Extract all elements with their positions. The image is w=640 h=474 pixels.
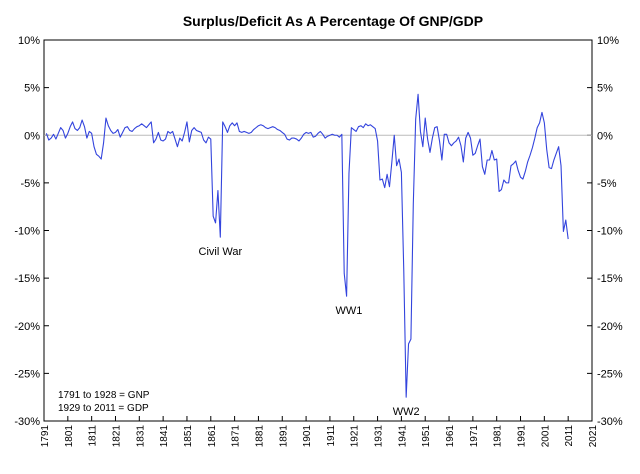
x-tick-label: 2011 [564, 425, 575, 447]
x-tick-label: 1911 [326, 425, 337, 447]
x-tick-label: 1981 [493, 425, 504, 448]
y-tick-label-right: -15% [597, 273, 623, 285]
x-tick-label: 1871 [231, 425, 242, 448]
note-gdp: 1929 to 2011 = GDP [58, 403, 149, 414]
y-tick-label-left: 10% [18, 35, 40, 47]
y-tick-label-right: -20% [597, 321, 623, 333]
x-tick-label: 2021 [588, 425, 599, 448]
y-axis-left: 10% 5% 0% -5% -10% -15% -20% -25% -30% [14, 35, 49, 428]
annotation-label: Civil War [199, 246, 243, 258]
x-tick-label: 1811 [88, 425, 99, 447]
x-tick-label: 1921 [350, 425, 361, 448]
series-group [45, 93, 569, 398]
annotation-label: WW2 [393, 406, 420, 418]
chart-title: Surplus/Deficit As A Percentage Of GNP/G… [183, 13, 483, 29]
y-tick-label-right: -10% [597, 226, 623, 238]
x-tick-label: 1801 [64, 425, 75, 448]
y-tick-label-right: -5% [597, 178, 617, 190]
x-tick-label: 1901 [302, 425, 313, 448]
y-tick-label-left: -25% [14, 368, 40, 380]
x-tick-label: 1791 [40, 425, 51, 448]
x-tick-label: 1941 [397, 425, 408, 448]
x-tick-label: 1821 [111, 425, 122, 448]
plot-frame [43, 39, 593, 422]
y-tick-label-left: 0% [24, 130, 40, 142]
x-tick-label: 1851 [183, 425, 194, 448]
y-tick-label-right: -30% [597, 416, 623, 428]
y-tick-label-left: 5% [24, 83, 40, 95]
y-tick-label-right: 10% [597, 35, 619, 47]
series-line [45, 93, 569, 398]
y-tick-label-left: -10% [14, 226, 40, 238]
note-gnp: 1791 to 1928 = GNP [58, 390, 150, 401]
x-tick-label: 1841 [159, 425, 170, 448]
x-axis: 1791 1801 1811 1821 1831 1841 1851 1861 1871 1881… [40, 416, 599, 447]
y-tick-label-right: 5% [597, 83, 613, 95]
x-tick-label: 1971 [469, 425, 480, 448]
x-tick-label: 1881 [254, 425, 265, 448]
y-axis-right: 10% 5% 0% -5% -10% -15% -20% -25% -30% [587, 35, 623, 428]
annotation-group: Civil War WW1 WW2 [199, 246, 420, 418]
y-tick-label-left: -20% [14, 321, 40, 333]
y-tick-label-right: 0% [597, 130, 613, 142]
x-tick-label: 1831 [135, 425, 146, 448]
x-tick-label: 1891 [278, 425, 289, 448]
x-tick-label: 1961 [445, 425, 456, 448]
annotation-label: WW1 [336, 305, 363, 317]
y-tick-label-left: -30% [14, 416, 40, 428]
x-tick-label: 2001 [540, 425, 551, 448]
y-tick-label-right: -25% [597, 368, 623, 380]
x-tick-label: 1951 [421, 425, 432, 448]
y-tick-label-left: -5% [20, 178, 40, 190]
x-tick-label: 1861 [207, 425, 218, 448]
x-tick-label: 1931 [374, 425, 385, 448]
x-tick-label: 1991 [517, 425, 528, 448]
y-tick-label-left: -15% [14, 273, 40, 285]
